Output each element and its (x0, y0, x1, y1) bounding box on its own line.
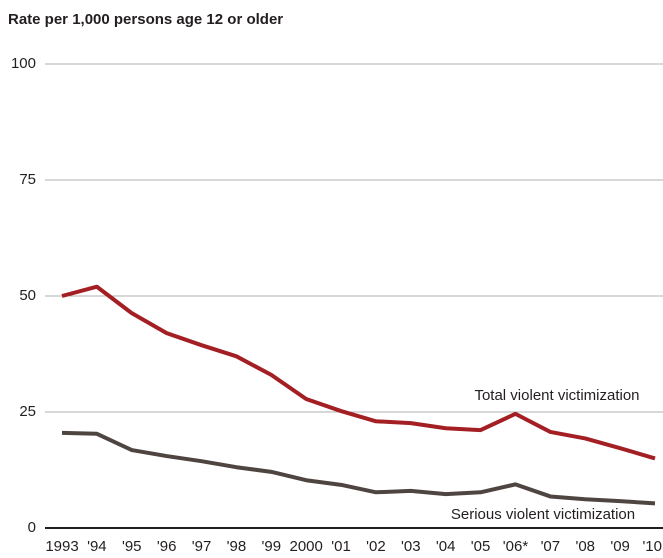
x-tick-label: '06* (503, 538, 529, 555)
y-tick-label: 100 (11, 55, 36, 72)
x-tick-label: '01 (331, 538, 351, 555)
x-tick-label: '08 (575, 538, 595, 555)
x-tick-label: '05 (471, 538, 491, 555)
series-label: Total violent victimization (474, 387, 639, 404)
series-line (61, 284, 656, 461)
x-tick-label: '94 (87, 538, 107, 555)
chart-title: Rate per 1,000 persons age 12 or older (8, 11, 283, 28)
x-tick-label: '98 (227, 538, 247, 555)
x-tick-label: '03 (401, 538, 421, 555)
y-tick-label: 50 (19, 287, 36, 304)
x-tick-label: '97 (192, 538, 212, 555)
series-line (61, 430, 656, 506)
x-tick-label: '96 (157, 538, 177, 555)
x-tick-label: '10 (642, 538, 662, 555)
series-label: Serious violent victimization (451, 506, 635, 523)
x-tick-label: '04 (436, 538, 456, 555)
y-tick-label: 0 (28, 519, 36, 536)
y-tick-label: 25 (19, 403, 36, 420)
x-tick-label: 1993 (45, 538, 78, 555)
y-tick-label: 75 (19, 171, 36, 188)
x-tick-label: '09 (610, 538, 630, 555)
x-tick-label: '02 (366, 538, 386, 555)
x-tick-label: 2000 (289, 538, 322, 555)
x-tick-label: '99 (262, 538, 282, 555)
x-tick-label: '07 (541, 538, 561, 555)
x-tick-label: '95 (122, 538, 142, 555)
